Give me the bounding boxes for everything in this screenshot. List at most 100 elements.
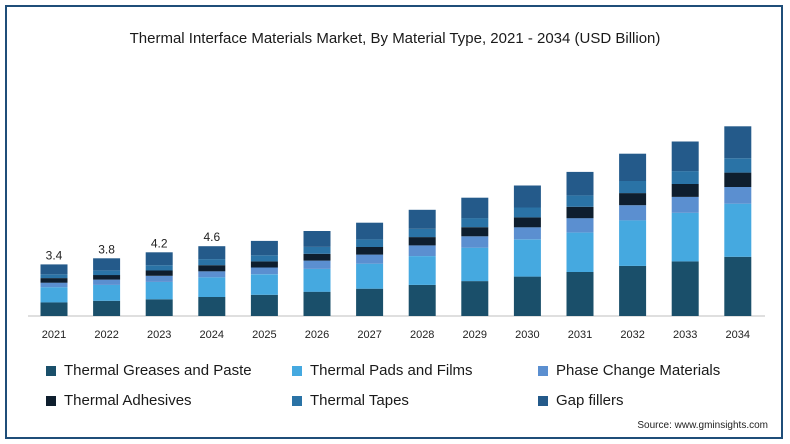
bar-segment: [250, 255, 278, 262]
bar-segment: [461, 218, 489, 228]
bar-segment: [356, 222, 384, 240]
bar-segment: [513, 185, 541, 208]
bar-segment: [513, 276, 541, 316]
bar-segment: [566, 171, 594, 196]
bar-segment: [93, 300, 121, 316]
bar-segment: [250, 240, 278, 256]
bar-segment: [198, 297, 226, 316]
x-tick-label: 2033: [673, 329, 697, 341]
bar-segment: [461, 247, 489, 282]
legend-item-gap-fillers: Gap fillers: [538, 392, 624, 409]
legend-swatch: [538, 365, 548, 376]
bar-segment: [356, 239, 384, 247]
bar-segment: [566, 232, 594, 272]
bar-segment: [724, 256, 752, 316]
bar-segment: [461, 227, 489, 237]
bar-segment: [40, 282, 68, 288]
bar-segment: [671, 261, 699, 316]
bar-segment: [40, 274, 68, 279]
data-label: 3.8: [98, 242, 115, 256]
bar-segment: [93, 258, 121, 271]
data-label: 4.2: [151, 236, 168, 250]
bar-segment: [40, 287, 68, 303]
bar-segment: [356, 263, 384, 289]
bar-segment: [513, 207, 541, 218]
bar-segment: [566, 272, 594, 316]
bar-segment: [724, 187, 752, 204]
x-tick-label: 2025: [252, 329, 276, 341]
bar-segment: [93, 275, 121, 280]
legend-item-thermal-pads: Thermal Pads and Films: [292, 362, 473, 379]
bar-segment: [356, 254, 384, 264]
bar-segment: [566, 195, 594, 207]
bar-segment: [513, 239, 541, 277]
x-tick-label: 2023: [147, 329, 171, 341]
legend-item-thermal-greases: Thermal Greases and Paste: [46, 362, 252, 379]
bar-segment: [198, 265, 226, 272]
bar-segment: [303, 253, 331, 261]
x-tick-label: 2024: [200, 329, 224, 341]
bar-segment: [145, 281, 173, 300]
bar-segment: [198, 259, 226, 266]
bar-segment: [408, 284, 436, 316]
bar-segment: [619, 265, 647, 316]
bar-segment: [198, 271, 226, 278]
legend-swatch: [292, 365, 302, 376]
bar-segment: [93, 279, 121, 285]
x-tick-label: 2034: [726, 329, 750, 341]
bar-segment: [461, 281, 489, 316]
bar-segment: [408, 209, 436, 229]
x-tick-label: 2032: [620, 329, 644, 341]
legend-swatch: [46, 395, 56, 406]
bar-segment: [671, 141, 699, 172]
bar-segment: [513, 217, 541, 228]
bar-segment: [408, 237, 436, 246]
bar-segment: [724, 126, 752, 159]
bar-segment: [145, 265, 173, 271]
bar-segment: [303, 247, 331, 254]
legend-label: Thermal Adhesives: [64, 392, 192, 409]
bar-segment: [408, 228, 436, 238]
bar-segment: [461, 197, 489, 219]
bar-segment: [513, 227, 541, 240]
x-tick-label: 2021: [42, 329, 66, 341]
bar-segment: [93, 270, 121, 276]
legend-swatch: [46, 365, 56, 376]
x-tick-label: 2030: [515, 329, 539, 341]
bar-segment: [250, 261, 278, 268]
bar-segment: [724, 158, 752, 173]
legend-label: Thermal Tapes: [310, 392, 409, 409]
bar-segment: [250, 267, 278, 275]
bar-segment: [356, 288, 384, 316]
legend-label: Phase Change Materials: [556, 362, 721, 379]
bar-segment: [356, 247, 384, 255]
legend-label: Thermal Pads and Films: [310, 362, 473, 379]
legend-label: Gap fillers: [556, 392, 624, 409]
legend-swatch: [292, 395, 302, 406]
legend-item-phase-change: Phase Change Materials: [538, 362, 720, 379]
bar-segment: [93, 284, 121, 301]
bar-segment: [145, 299, 173, 316]
bar-segment: [145, 275, 173, 282]
bar-segment: [724, 172, 752, 187]
legend-swatch: [538, 395, 548, 406]
bar-segment: [40, 278, 68, 283]
x-tick-label: 2031: [568, 329, 592, 341]
source-note: Source: www.gminsights.com: [637, 420, 768, 431]
chart-frame: [5, 5, 783, 439]
bar-segment: [619, 193, 647, 206]
bar-segment: [303, 231, 331, 247]
bar-segment: [619, 153, 647, 181]
bar-segment: [198, 246, 226, 260]
bar-segment: [619, 181, 647, 194]
bar-segment: [303, 260, 331, 269]
x-tick-label: 2028: [410, 329, 434, 341]
bar-segment: [250, 294, 278, 316]
bar-segment: [40, 302, 68, 316]
x-tick-label: 2026: [305, 329, 329, 341]
bar-segment: [303, 269, 331, 292]
bar-segment: [250, 274, 278, 295]
bar-segment: [461, 236, 489, 248]
bar-segment: [40, 264, 68, 275]
